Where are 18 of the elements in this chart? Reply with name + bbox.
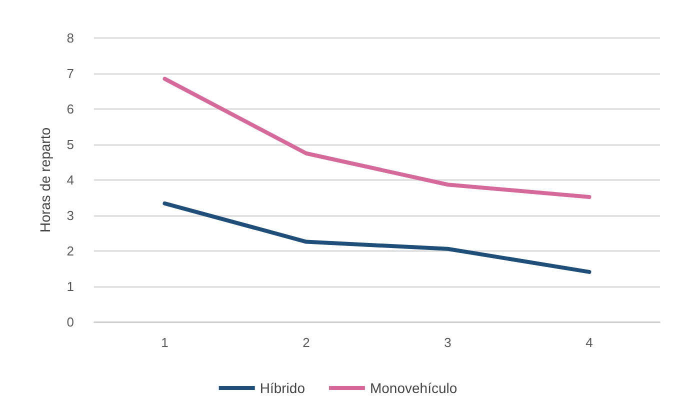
x-tick-label: 4 [586,335,593,350]
x-tick-label: 1 [161,335,168,350]
line-series [162,201,592,274]
x-tick-label: 2 [302,335,310,350]
line-series [162,76,592,200]
y-tick-label: 0 [66,314,74,330]
y-tick-label: 6 [66,102,74,116]
legend-label: Monovehículo [370,380,458,396]
y-tick-label: 5 [66,137,74,152]
y-axis-title: Horas de reparto [37,127,53,233]
y-tick-label: 7 [66,66,74,81]
y-tick-label: 8 [66,30,74,46]
y-tick-label: 1 [66,279,74,294]
x-tick-label: 3 [444,335,452,350]
y-tick-label: 3 [66,208,74,223]
y-tick-label: 4 [66,172,74,188]
legend-label: Híbrido [260,380,306,396]
y-tick-label: 2 [66,244,74,258]
